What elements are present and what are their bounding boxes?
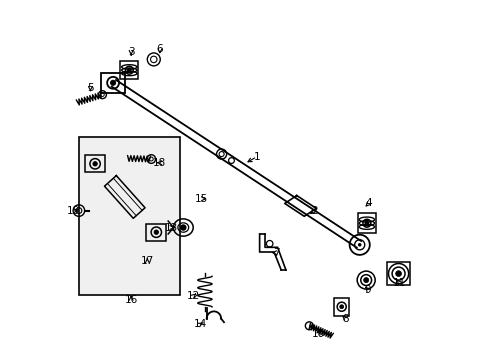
Circle shape (357, 243, 361, 247)
Text: 2: 2 (311, 206, 317, 216)
Text: 17: 17 (141, 256, 154, 266)
Text: 14: 14 (194, 319, 207, 329)
Bar (386, 262, 409, 285)
Text: 10: 10 (311, 329, 324, 339)
Bar (85, 155, 105, 172)
Text: 16: 16 (124, 294, 138, 305)
Circle shape (127, 68, 131, 72)
Text: 8: 8 (341, 314, 348, 324)
Text: 11: 11 (392, 278, 405, 288)
Text: 18: 18 (153, 158, 166, 168)
Bar (333, 298, 348, 316)
Text: 5: 5 (87, 83, 94, 93)
Circle shape (154, 230, 158, 234)
Circle shape (93, 162, 97, 166)
Text: 1: 1 (253, 152, 260, 162)
Circle shape (180, 224, 186, 231)
Circle shape (365, 221, 368, 225)
Text: 6: 6 (156, 44, 163, 54)
Circle shape (363, 278, 368, 283)
Text: 9: 9 (364, 285, 370, 295)
Bar (79, 137, 179, 295)
Bar (120, 61, 138, 79)
Text: 4: 4 (365, 198, 371, 208)
Bar (357, 213, 375, 233)
Text: 13: 13 (165, 222, 178, 233)
Circle shape (395, 271, 401, 276)
Bar (101, 73, 124, 93)
Text: 12: 12 (186, 291, 200, 301)
Text: 7: 7 (273, 248, 280, 258)
Circle shape (110, 80, 116, 85)
Text: 3: 3 (127, 47, 134, 57)
Text: 19: 19 (67, 206, 80, 216)
Text: 15: 15 (194, 194, 207, 204)
Bar (146, 224, 166, 241)
Circle shape (339, 305, 343, 309)
